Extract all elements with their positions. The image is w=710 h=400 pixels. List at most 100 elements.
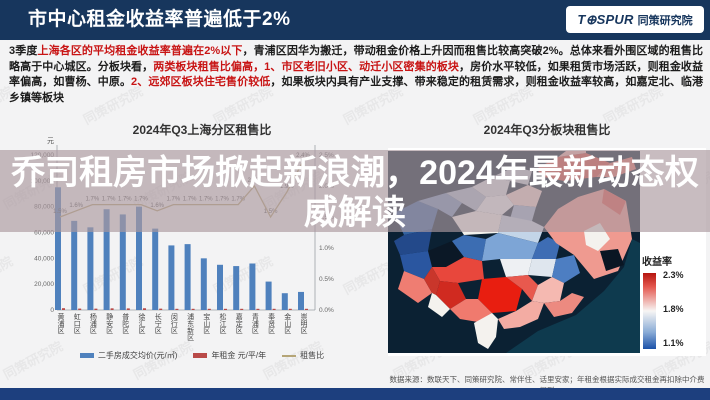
line-swatch-icon xyxy=(282,354,297,357)
x-category-label: 青浦区 xyxy=(251,313,259,334)
rent-bar xyxy=(159,308,163,310)
tospur-logo: T⊕SPUR 同策研究院 xyxy=(566,6,704,33)
rent-bar xyxy=(175,308,179,310)
map-region xyxy=(428,241,464,267)
price-bar xyxy=(265,281,272,310)
rent-bar xyxy=(78,308,82,310)
x-category-label: 静安区 xyxy=(105,313,113,334)
x-category-label: 虹口区 xyxy=(73,313,81,334)
price-bar xyxy=(200,258,207,310)
map-region xyxy=(474,313,498,349)
bar-swatch-icon xyxy=(79,353,94,358)
x-category-label: 闵行区 xyxy=(170,313,178,334)
legend-mid-label: 1.8% xyxy=(663,304,684,314)
chart1-title: 2024年Q3上海分区租售比 xyxy=(132,123,272,137)
price-bar xyxy=(136,206,142,310)
rent-bar xyxy=(207,308,211,310)
price-bar xyxy=(168,245,175,310)
overlay-title: 乔司租房市场掀起新浪潮，2024年最新动态权威解读 xyxy=(11,154,699,232)
x-category-label: 杨浦区 xyxy=(89,313,97,334)
intro-text: ，如果板块内具有产业支撑、带来稳定的租赁需求，则租金收益率较高，如嘉定北、临港乡… xyxy=(9,76,704,104)
watermark-text: 同策研究院 xyxy=(0,253,16,298)
intro-text: ，房价水平较低，如果租赁市场活跃，则租金收益率偏高，如曹杨、中原。 xyxy=(9,60,704,89)
rent-bar xyxy=(256,308,260,310)
legend-min-label: 1.1% xyxy=(663,338,684,348)
price-bar xyxy=(87,227,94,310)
price-bar xyxy=(103,209,110,310)
x-category-label: 松江区 xyxy=(219,313,226,334)
page-title: 市中心租金收益率普遍低于2% xyxy=(28,9,291,30)
left-tick: 60,000 xyxy=(34,230,54,237)
rent-bar xyxy=(240,308,244,310)
overlay-banner: 乔司租房市场掀起新浪潮，2024年最新动态权威解读 xyxy=(0,150,710,232)
map-region xyxy=(532,237,560,259)
map-region xyxy=(532,277,564,303)
price-bar xyxy=(152,228,159,310)
x-category-label: 黄浦区 xyxy=(57,313,64,334)
tospur-logo-icon: T⊕SPUR xyxy=(577,11,634,27)
right-tick: 0.0% xyxy=(319,307,334,314)
rent-bar xyxy=(191,308,195,310)
legend-item: 年租金 元/平/年 xyxy=(193,350,266,361)
chart2-title: 2024年Q3分板块租售比 xyxy=(483,123,611,137)
rent-bar xyxy=(272,308,276,310)
price-bar xyxy=(71,220,78,310)
price-bar xyxy=(119,214,126,310)
x-category-label: 徐汇区 xyxy=(138,313,145,334)
x-category-label: 浦东新区 xyxy=(186,313,194,341)
intro-text: 3季度 xyxy=(9,45,38,57)
district-price-yield-chart: 元020,00040,00060,00080,000100,000120,000… xyxy=(28,131,376,373)
map-region xyxy=(506,239,640,353)
map-region xyxy=(450,299,492,323)
x-category-label: 普陀区 xyxy=(121,313,129,334)
intro-highlight: 两类板块租售比偏高，1、市区老旧小区、动迁小区密集的板块 xyxy=(153,60,460,73)
legend-max-label: 2.3% xyxy=(663,270,684,280)
rent-bar xyxy=(305,308,308,310)
bar-swatch-icon xyxy=(193,353,208,358)
header: 市中心租金收益率普遍低于2% T⊕SPUR 同策研究院 xyxy=(0,0,710,40)
intro-highlight: 2、远郊区板块住宅售价较低 xyxy=(131,76,271,88)
map-region xyxy=(528,259,556,277)
price-bar xyxy=(233,266,240,310)
bottom-bar xyxy=(0,388,710,400)
legend-gradient-bar xyxy=(643,273,656,349)
intro-text: ，青浦区因华为搬迁，带动租金价格上升因而租售比较高突破2%。总体来看外围区域的租… xyxy=(9,45,703,73)
map-legend: 收益率 2.3% 1.8% 1.1% xyxy=(642,253,704,349)
map-region xyxy=(478,277,522,313)
left-tick: 20,000 xyxy=(34,281,54,288)
rent-bar xyxy=(110,308,114,310)
map-region xyxy=(432,257,484,283)
left-tick: 40,000 xyxy=(34,255,54,262)
left-tick: 0 xyxy=(50,307,54,314)
legend-item: 租售比 xyxy=(282,350,324,361)
legend-label: 年租金 元/平/年 xyxy=(211,351,267,360)
x-category-label: 崇明区 xyxy=(300,313,307,334)
map-region xyxy=(500,259,532,277)
right-tick: 1.0% xyxy=(319,245,334,252)
rent-bar xyxy=(94,308,98,310)
map-legend-title: 收益率 xyxy=(642,257,672,268)
rent-bar xyxy=(62,308,65,310)
x-category-label: 嘉定区 xyxy=(235,313,243,334)
rent-bar xyxy=(126,308,130,310)
price-bar xyxy=(281,293,288,310)
chart1-legend: 二手房成交均价(元/㎡) 年租金 元/平/年 租售比 xyxy=(28,350,376,361)
legend-label: 租售比 xyxy=(300,351,325,360)
tospur-logo-label: 同策研究院 xyxy=(637,14,693,27)
x-category-label: 宝山区 xyxy=(202,313,210,334)
map-region xyxy=(436,281,466,309)
price-bar xyxy=(249,263,256,310)
left-axis-unit: 元 xyxy=(47,137,54,145)
legend-item: 二手房成交均价(元/㎡) xyxy=(79,350,178,361)
map-region xyxy=(394,229,432,255)
chart1-canvas: 元020,00040,00060,00080,000100,000120,000… xyxy=(31,137,335,314)
intro-paragraph: 3季度上海各区的平均租金收益率普遍在2%以下，青浦区因华为搬迁，带动租金价格上升… xyxy=(9,44,703,106)
map-region xyxy=(398,271,432,303)
legend-label: 二手房成交均价(元/㎡) xyxy=(97,351,178,360)
rent-bar xyxy=(288,308,292,310)
price-bar xyxy=(55,187,61,310)
intro-highlight: 上海各区的平均租金收益率普遍在2%以下 xyxy=(37,45,243,57)
map-region xyxy=(400,251,432,279)
map-region xyxy=(552,255,580,283)
